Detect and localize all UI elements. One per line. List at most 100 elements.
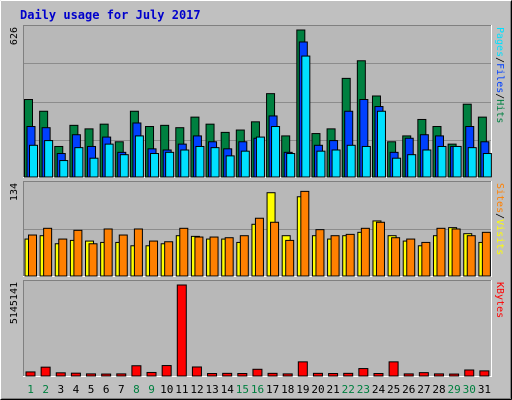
bar-sites-day-20 (315, 229, 325, 277)
y-axis-max-label-visits-sites: 134 (9, 183, 20, 201)
x-axis-label-day-13: 13 (205, 383, 218, 396)
bar-kbytes-day-18 (282, 373, 293, 377)
bar-sites-day-14 (224, 237, 234, 277)
bar-kbytes-day-2 (40, 366, 51, 377)
bar-sites-day-5 (88, 243, 98, 277)
bar-pages-day-19 (301, 55, 311, 178)
x-axis-label-day-1: 1 (27, 383, 34, 396)
bar-pages-day-5 (89, 157, 99, 178)
bar-pages-day-13 (210, 147, 220, 178)
bar-kbytes-day-29 (449, 373, 460, 377)
x-axis-label-day-17: 17 (266, 383, 279, 396)
bar-pages-day-9 (150, 153, 160, 178)
bar-pages-day-15 (240, 150, 250, 178)
bar-sites-day-18 (285, 239, 295, 277)
bar-sites-day-25 (391, 237, 401, 277)
bar-sites-day-26 (406, 238, 416, 277)
bar-sites-day-1 (28, 234, 37, 277)
x-axis-label-day-28: 28 (432, 383, 445, 396)
bar-kbytes-day-9 (146, 371, 157, 377)
bar-kbytes-day-15 (237, 373, 248, 377)
x-axis-label-day-5: 5 (88, 383, 95, 396)
bar-pages-day-21 (331, 149, 341, 178)
bar-sites-day-28 (436, 227, 446, 277)
bar-kbytes-day-1 (25, 371, 36, 377)
bar-pages-day-1 (29, 144, 38, 178)
bar-pages-day-23 (361, 145, 371, 178)
bar-sites-day-7 (118, 234, 128, 277)
bar-sites-day-9 (149, 240, 159, 277)
bar-kbytes-day-19 (297, 361, 308, 377)
bar-kbytes-day-11 (176, 284, 187, 377)
y-axis-max-label-hits-files-pages: 626 (9, 27, 20, 45)
legend-entry-hits-files-pages-0: Pages (494, 27, 505, 57)
x-axis-label-day-12: 12 (190, 383, 203, 396)
legend-entry-hits-files-pages-3: / (494, 93, 505, 99)
bar-sites-day-4 (73, 229, 83, 277)
x-axis-label-day-25: 25 (387, 383, 400, 396)
x-axis-label-day-4: 4 (73, 383, 80, 396)
bar-pages-day-24 (376, 110, 386, 178)
legend-entry-hits-files-pages-1: / (494, 57, 505, 63)
x-axis-label-day-19: 19 (296, 383, 309, 396)
bar-pages-day-27 (422, 149, 432, 178)
bar-pages-day-30 (467, 147, 477, 178)
bar-sites-day-11 (179, 227, 189, 277)
bar-kbytes-day-31 (479, 370, 490, 377)
bar-pages-day-4 (74, 147, 84, 178)
bar-pages-day-3 (59, 160, 69, 178)
bar-sites-day-8 (133, 228, 143, 277)
x-axis-label-day-15: 15 (236, 383, 249, 396)
bar-pages-day-12 (195, 145, 205, 178)
legend-hits-files-pages: Pages/Files/Hits (494, 27, 505, 123)
bar-pages-day-7 (119, 154, 129, 178)
x-axis-label-day-7: 7 (118, 383, 125, 396)
bar-sites-day-23 (360, 227, 370, 277)
bar-sites-day-24 (375, 221, 385, 277)
x-axis-label-day-21: 21 (327, 383, 340, 396)
bar-sites-day-12 (194, 236, 204, 277)
bar-kbytes-day-17 (267, 372, 278, 377)
bar-kbytes-day-30 (464, 369, 475, 377)
legend-entry-kbytes-0: KBytes (494, 282, 505, 318)
bar-kbytes-day-6 (101, 373, 112, 377)
x-axis-label-day-20: 20 (311, 383, 324, 396)
x-axis-label-day-26: 26 (402, 383, 415, 396)
page-title: Daily usage for July 2017 (20, 8, 201, 22)
bar-sites-day-17 (270, 221, 280, 277)
bar-kbytes-day-5 (86, 373, 97, 377)
bar-kbytes-day-25 (388, 361, 399, 377)
x-axis-label-day-30: 30 (463, 383, 476, 396)
x-axis-label-day-18: 18 (281, 383, 294, 396)
bar-pages-day-26 (407, 154, 417, 178)
legend-entry-visits-sites-0: Sites (494, 183, 505, 213)
bar-sites-day-21 (330, 235, 340, 277)
bar-kbytes-day-16 (252, 368, 263, 377)
x-axis-label-day-23: 23 (357, 383, 370, 396)
bar-sites-day-10 (164, 241, 174, 277)
x-axis-label-day-29: 29 (448, 383, 461, 396)
x-axis-label-day-6: 6 (103, 383, 110, 396)
x-axis-label-day-3: 3 (58, 383, 65, 396)
bar-kbytes-day-22 (343, 372, 354, 377)
bar-kbytes-day-12 (191, 366, 202, 377)
bar-sites-day-6 (103, 228, 113, 277)
bar-sites-day-3 (58, 238, 68, 277)
bar-pages-day-16 (255, 136, 265, 178)
bar-sites-day-30 (466, 235, 476, 277)
bar-pages-day-31 (482, 153, 492, 178)
legend-kbytes: KBytes (494, 282, 505, 318)
bar-kbytes-day-20 (312, 372, 323, 377)
bar-kbytes-day-27 (418, 372, 429, 377)
bar-sites-day-27 (421, 241, 431, 277)
bar-kbytes-day-4 (70, 372, 81, 377)
bar-pages-day-22 (346, 144, 356, 178)
bar-sites-day-16 (254, 217, 264, 277)
bar-pages-day-17 (271, 126, 281, 178)
bar-kbytes-day-23 (358, 368, 369, 377)
legend-entry-visits-sites-1: / (494, 213, 505, 219)
bar-sites-day-31 (481, 231, 491, 277)
bar-kbytes-day-3 (55, 372, 66, 377)
